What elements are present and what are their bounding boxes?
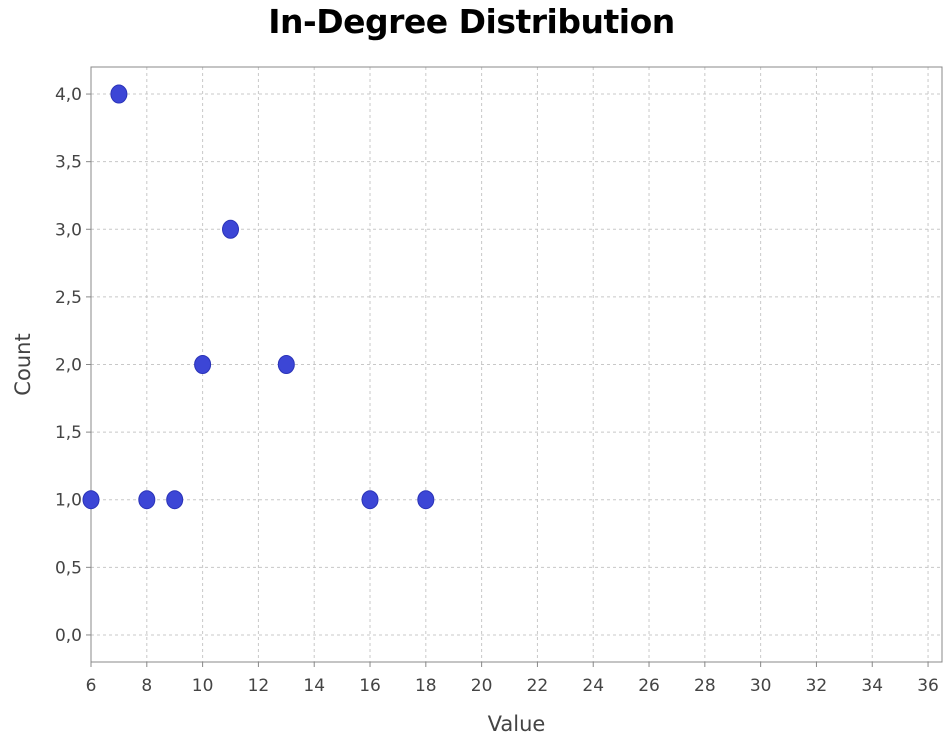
x-tick-label: 30 xyxy=(750,676,772,696)
x-tick-label: 36 xyxy=(917,676,939,696)
y-tick-label: 0,0 xyxy=(55,626,82,646)
chart-title: In-Degree Distribution xyxy=(268,2,675,41)
data-point xyxy=(222,219,240,239)
y-tick-label: 1,0 xyxy=(55,491,82,511)
x-tick-label: 12 xyxy=(248,676,270,696)
y-tick-label: 3,0 xyxy=(55,220,82,240)
x-tick-label: 6 xyxy=(86,676,97,696)
y-tick-label: 1,5 xyxy=(55,423,82,443)
x-tick-label: 14 xyxy=(303,676,325,696)
x-tick-label: 18 xyxy=(415,676,437,696)
x-tick-label: 28 xyxy=(694,676,716,696)
y-tick-label: 2,0 xyxy=(55,356,82,376)
data-point xyxy=(110,84,128,104)
x-tick-label: 26 xyxy=(638,676,660,696)
x-tick-label: 32 xyxy=(806,676,828,696)
data-point xyxy=(417,490,435,510)
x-tick-label: 8 xyxy=(141,676,152,696)
x-axis-title: Value xyxy=(488,712,546,736)
data-point xyxy=(361,490,379,510)
data-point xyxy=(138,490,156,510)
axes: 6 8 10 12 14 16 18 20 22 24 26 28 30 32 34 36 0,0 0,5 1,0 1… xyxy=(55,85,939,696)
y-tick-label: 3,5 xyxy=(55,153,82,173)
x-tick-label: 10 xyxy=(192,676,214,696)
x-tick-label: 16 xyxy=(359,676,381,696)
x-tick-label: 22 xyxy=(527,676,549,696)
x-tick-label: 20 xyxy=(471,676,493,696)
x-tick-label: 24 xyxy=(582,676,604,696)
y-tick-label: 0,5 xyxy=(55,558,82,578)
data-point xyxy=(277,355,295,374)
y-tick-label: 2,5 xyxy=(55,288,82,308)
data-point xyxy=(194,355,212,374)
data-point xyxy=(82,490,100,510)
y-axis-title: Count xyxy=(11,333,35,395)
grid-lines xyxy=(90,67,942,662)
x-tick-label: 34 xyxy=(861,676,883,696)
data-point xyxy=(166,490,184,510)
data-points xyxy=(82,84,435,510)
y-tick-label: 4,0 xyxy=(55,85,82,105)
